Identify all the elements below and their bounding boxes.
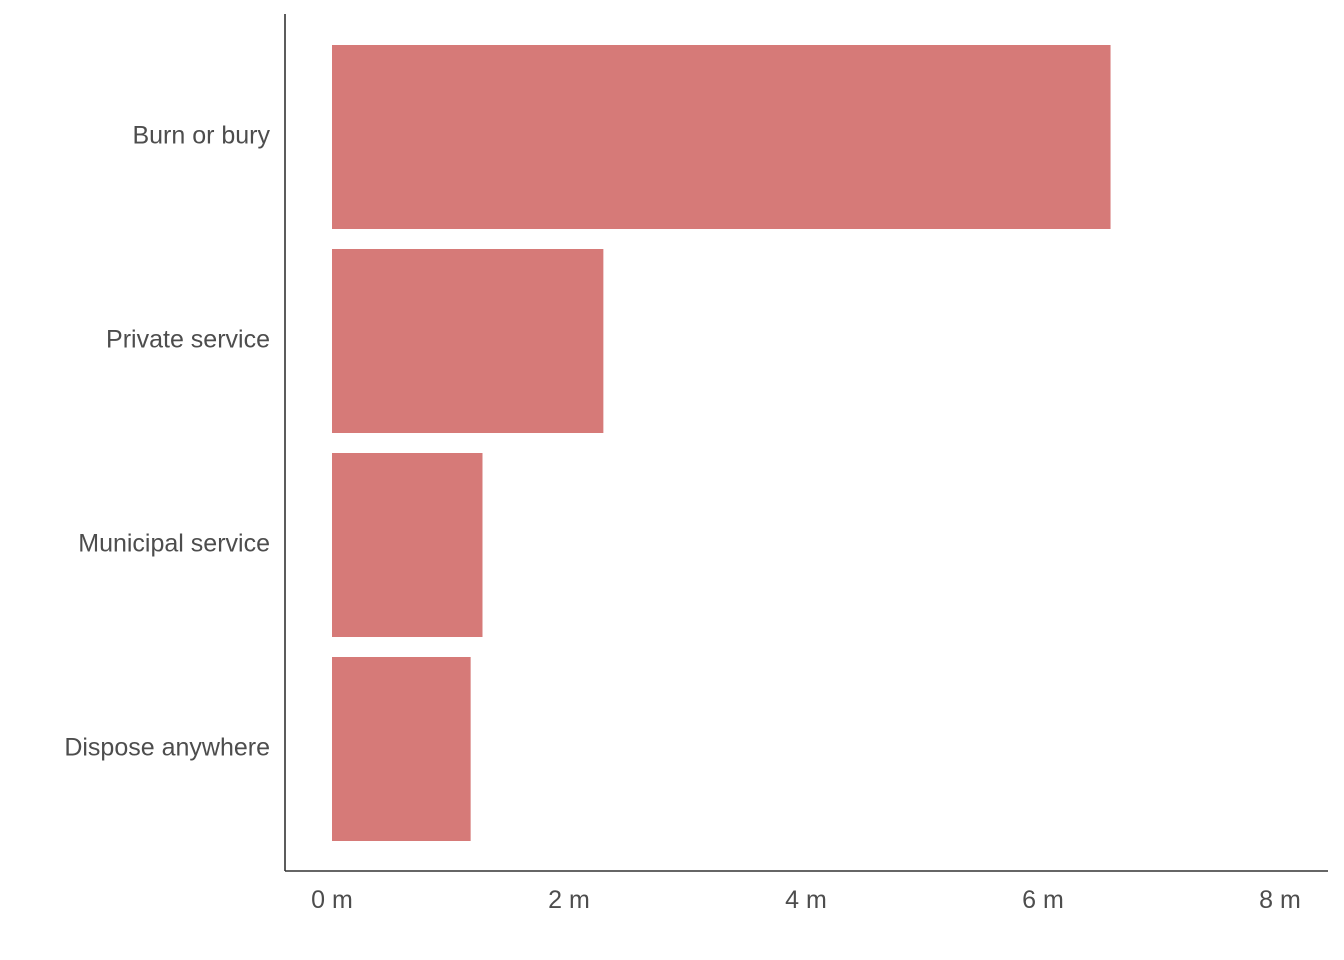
y-tick-label: Private service bbox=[106, 326, 270, 354]
x-tick-label: 2 m bbox=[548, 886, 590, 914]
y-tick-label: Municipal service bbox=[78, 530, 270, 558]
bar-dispose-anywhere bbox=[332, 657, 471, 841]
bar-burn-or-bury bbox=[332, 45, 1111, 229]
bar-municipal-service bbox=[332, 453, 483, 637]
x-tick-label: 0 m bbox=[311, 886, 353, 914]
x-tick-label: 8 m bbox=[1259, 886, 1301, 914]
y-tick-label: Dispose anywhere bbox=[64, 734, 270, 762]
x-tick-label: 4 m bbox=[785, 886, 827, 914]
y-tick-label: Burn or bury bbox=[132, 122, 270, 150]
y-axis-tick-labels: Burn or bury Private service Municipal ser… bbox=[64, 122, 270, 762]
x-tick-label: 6 m bbox=[1022, 886, 1064, 914]
x-axis-tick-labels: 0 m 2 m 4 m 6 m 8 m bbox=[311, 886, 1301, 914]
bar-private-service bbox=[332, 249, 604, 433]
bars-group bbox=[332, 45, 1111, 841]
